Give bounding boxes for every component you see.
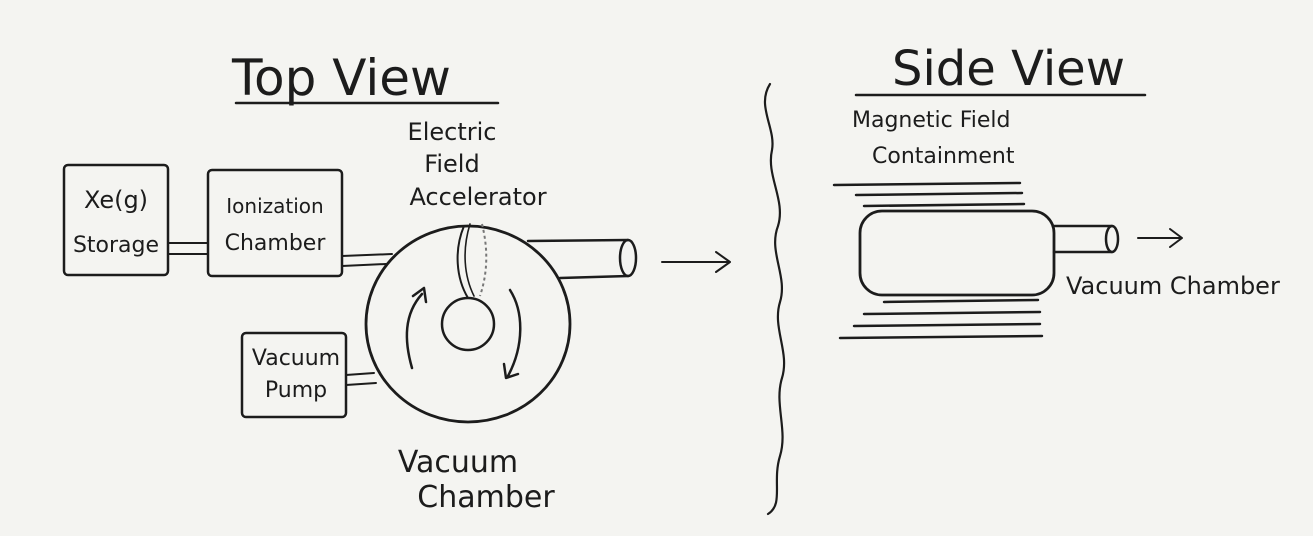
accelerator-label-line3: Accelerator [409,183,546,211]
ionization-chamber-label-line2: Chamber [225,231,327,256]
vacuum-pump-box: Vacuum Pump [240,331,348,419]
rotation-arrows [405,286,522,380]
field-line-bottom-4 [838,334,1044,340]
side-exhaust-arrow-head [1169,228,1183,248]
side-exhaust-tube [1052,224,1120,254]
xe-storage-label-line1: Xe(g) [84,186,148,214]
containment-label-line2: Containment [872,144,1015,169]
field-line-top-3 [862,202,1026,208]
accelerator-plate-middle [464,223,475,297]
field-line-bottom-1 [882,298,1040,304]
side-vacuum-chamber-label: Vacuum Chamber [1066,272,1280,300]
electric-field-accelerator [456,223,488,299]
xe-storage-box: Xe(g) Storage [62,163,170,277]
side-exhaust-opening [1104,224,1120,254]
vacuum-chamber-label-line2: Chamber [417,480,555,515]
exhaust-tube-bottom-edge [558,274,630,280]
vacuum-pump-label-line2: Pump [265,378,327,403]
pump-to-chamber-pipe-bottom [345,382,377,386]
side-vacuum-chamber-body [858,209,1056,297]
accelerator-label-line2: Field [424,150,479,178]
xe-storage-label-line2: Storage [73,233,159,258]
vacuum-chamber-inner-hole [440,296,496,352]
rotation-arrow-right-arc [506,288,522,378]
top-view-title: Top View [231,49,451,107]
vacuum-chamber-ring [364,224,572,424]
magnetic-field-lines-top [832,181,1026,208]
rotation-arrow-right-head [502,362,520,380]
side-view-title: Side View [892,41,1125,97]
ionization-chamber-outline [206,168,344,278]
xe-storage-outline [62,163,170,277]
vacuum-chamber-outer-ring [364,224,572,424]
accelerator-label-line1: Electric [408,118,497,146]
vacuum-chamber-label-line1: Vacuum [398,445,518,480]
side-exhaust-arrow [1137,228,1183,248]
side-view: Side View Magnetic Field Containment [832,41,1280,340]
exhaust-arrow-head [715,251,731,273]
accelerator-plate-dashed [479,223,488,297]
magnetic-field-lines-bottom [838,298,1044,340]
rotation-arrow-left-arc [405,292,424,370]
containment-label-line1: Magnetic Field [852,108,1011,133]
field-line-top-1 [832,181,1022,187]
pump-to-chamber-pipe-top [345,372,375,376]
top-view: Top View Xe(g) Storage Ionization Chambe… [62,49,731,515]
ionization-to-chamber-pipe-bottom [341,263,387,267]
field-line-bottom-3 [852,322,1042,328]
view-divider-line [763,82,786,516]
ionization-chamber-box: Ionization Chamber [206,168,344,278]
rotation-arrow-left-head [411,286,428,304]
exhaust-tube-top-edge [526,238,630,243]
exhaust-tube-opening [618,238,638,278]
field-line-bottom-2 [862,310,1042,316]
accelerator-plate-left [456,225,469,299]
vacuum-pump-label-line1: Vacuum [252,346,340,371]
exhaust-tube [526,238,638,280]
ionization-chamber-label-line1: Ionization [226,194,323,218]
ionization-to-chamber-pipe-top [341,253,393,257]
field-line-top-2 [854,191,1024,197]
exhaust-arrow [661,251,731,273]
